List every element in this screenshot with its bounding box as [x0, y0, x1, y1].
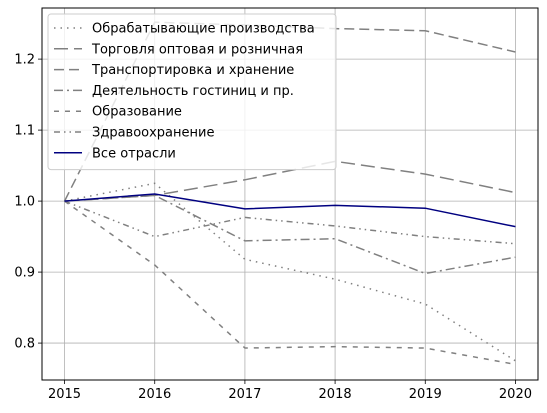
legend-label: Транспортировка и хранение — [91, 63, 294, 78]
legend-box — [47, 13, 337, 171]
plot-frame — [41, 7, 539, 381]
legend-label: Деятельность гостиниц и пр. — [92, 84, 294, 99]
series-line — [64, 193, 516, 228]
legend-label: Обрабатывающие производства — [92, 22, 315, 37]
x-tick-label: 2019 — [409, 387, 442, 402]
legend-label: Здравоохранение — [92, 126, 214, 141]
y-tick-label: 1.0 — [14, 195, 35, 210]
x-tick-label: 2018 — [319, 387, 352, 402]
y-tick-label: 1.1 — [14, 124, 35, 139]
x-tick-label: 2015 — [48, 387, 81, 402]
legend-label: Образование — [92, 105, 182, 120]
x-tick-label: 2020 — [499, 387, 532, 402]
y-tick-label: 0.8 — [14, 337, 35, 352]
legend-label: Торговля оптовая и розничная — [91, 42, 303, 57]
y-tick-label: 0.9 — [14, 266, 35, 281]
x-axis-ticks: 2015 2016 2017 2018 2019 2020 — [48, 380, 532, 402]
series-line — [64, 160, 516, 202]
y-tick-label: 1.2 — [14, 53, 35, 68]
x-tick-label: 2017 — [228, 387, 261, 402]
y-axis-ticks: 0.8 0.9 1.0 1.1 1.2 — [14, 53, 42, 352]
series-line — [64, 194, 516, 275]
legend-label: Все отрасли — [92, 146, 176, 161]
legend: Обрабатывающие производства Торговля опто… — [47, 13, 337, 171]
series-line — [64, 200, 516, 245]
x-tick-label: 2016 — [138, 387, 171, 402]
series-line — [64, 200, 516, 366]
